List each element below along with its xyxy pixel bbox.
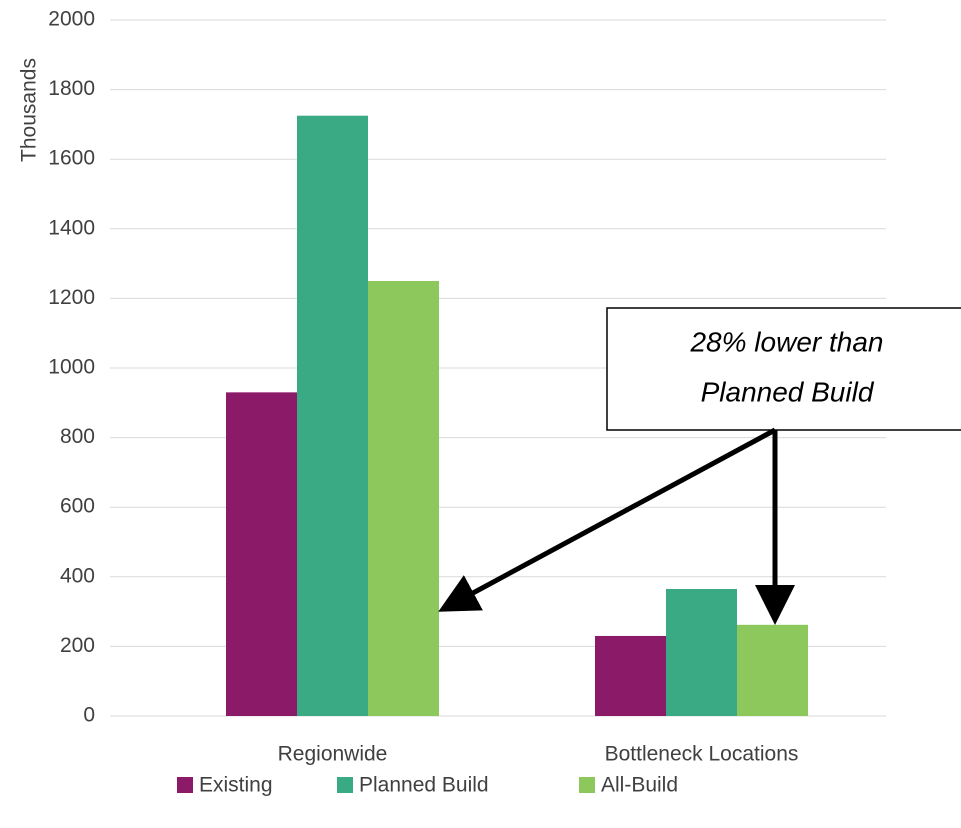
annotation-text: 28% lower than	[689, 326, 883, 357]
y-axis-label: Thousands	[18, 58, 41, 162]
y-tick-label: 1800	[48, 77, 95, 100]
bar	[226, 392, 297, 716]
bar	[737, 624, 808, 716]
y-tick-label: 2000	[48, 8, 95, 31]
bar	[368, 281, 439, 716]
x-tick-label: Bottleneck Locations	[605, 743, 799, 766]
y-tick-label: 1000	[48, 356, 95, 379]
bar	[595, 635, 666, 716]
y-tick-label: 1400	[48, 216, 95, 239]
legend-swatch	[177, 777, 193, 793]
y-tick-label: 600	[60, 495, 95, 518]
legend-swatch	[337, 777, 353, 793]
legend-label: Planned Build	[359, 774, 489, 797]
y-tick-label: 200	[60, 634, 95, 657]
annotation-text: Planned Build	[701, 376, 875, 407]
bar	[297, 115, 368, 716]
y-tick-label: 400	[60, 564, 95, 587]
annotation: 28% lower than Planned Build	[438, 307, 961, 625]
annotation-arrow	[438, 427, 777, 612]
legend-swatch	[579, 777, 595, 793]
bar	[666, 588, 737, 716]
plot-area: 0 200 400 600 800 1000 1200 1400 1600 1800 2000 Reg…	[48, 8, 886, 797]
annotation-box	[606, 307, 961, 431]
legend-label: Existing	[199, 774, 273, 797]
y-tick-label: 1200	[48, 286, 95, 309]
x-tick-label: Regionwide	[278, 743, 388, 766]
y-tick-label: 0	[83, 704, 95, 727]
legend-label: All-Build	[601, 774, 678, 797]
y-tick-label: 1600	[48, 147, 95, 170]
y-tick-label: 800	[60, 425, 95, 448]
